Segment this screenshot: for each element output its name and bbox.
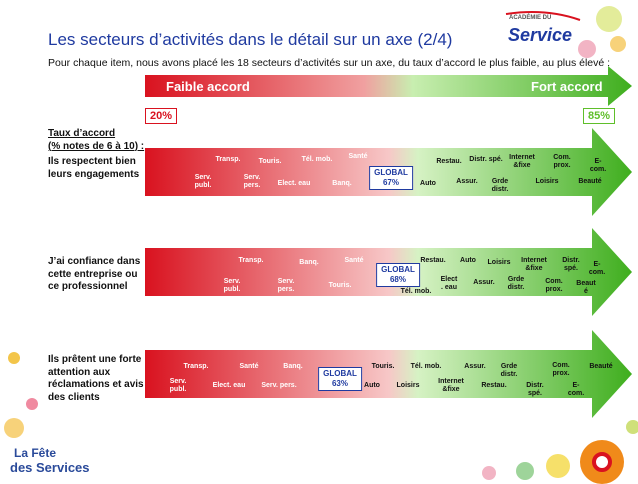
sector-label: Assur. <box>456 178 478 185</box>
sector-label: Beauté <box>589 363 613 370</box>
sector-label: Internet &fixe <box>521 257 547 272</box>
sector-label: Banq. <box>299 259 319 266</box>
row-3-global: GLOBAL 63% <box>318 367 362 391</box>
row-3-arrow <box>145 330 632 418</box>
sector-label: Com. prox. <box>545 278 563 293</box>
sector-label: Transp. <box>215 156 241 163</box>
row-2-global: GLOBAL 68% <box>376 263 420 287</box>
sector-label: Auto <box>364 382 380 389</box>
sector-label: Grde distr. <box>491 178 509 193</box>
sector-label: Distr. spé. <box>526 382 544 397</box>
decor-dot <box>626 420 638 434</box>
sector-label: Loisirs <box>396 382 420 389</box>
decor-dot <box>546 454 570 478</box>
sector-label: Com. prox. <box>553 154 571 169</box>
sector-label: Elect. eau <box>277 180 311 187</box>
sector-label: Serv. pers. <box>243 174 261 189</box>
decor-dot <box>8 352 20 364</box>
sector-label: Beaut é <box>576 280 596 295</box>
min-percent: 20% <box>145 108 178 124</box>
page-subtitle: Pour chaque item, nous avons placé les 1… <box>48 57 611 69</box>
sector-label: Assur. <box>464 363 486 370</box>
sector-label: Touris. <box>258 158 282 165</box>
logo-big-text: Service <box>508 25 573 45</box>
sector-label: Touris. <box>371 363 395 370</box>
max-percent: 85% <box>583 108 616 124</box>
sector-label: Grde distr. <box>507 276 525 291</box>
sector-label: Tél. mob. <box>301 156 333 163</box>
sector-label: Santé <box>344 257 364 264</box>
page-title: Les secteurs d’activités dans le détail … <box>48 30 453 49</box>
row-3-label: Ils prêtent une forte attention aux récl… <box>48 354 144 403</box>
row-1-global: GLOBAL 67% <box>369 166 413 190</box>
row-1-label: Ils respectent bien leurs engagements <box>48 156 140 180</box>
sector-label: Banq. <box>332 180 352 187</box>
sector-label: Transp. <box>238 257 264 264</box>
sector-label: Elect . eau <box>440 276 458 291</box>
sector-label: Loisirs <box>487 259 511 266</box>
fete-logo-line1: La Fête <box>14 446 57 460</box>
sector-label: Distr. spé. <box>469 156 503 163</box>
sector-label: Serv. pers. <box>261 382 297 389</box>
sector-label: Santé <box>348 153 368 160</box>
sector-label: E- com. <box>589 158 607 173</box>
header-arrow <box>145 66 632 106</box>
sector-label: Loisirs <box>535 178 559 185</box>
row-2-label: J’ai confiance dans cette entreprise ou … <box>48 256 141 292</box>
sector-label: Serv. publ. <box>223 278 241 293</box>
sector-label: Internet &fixe <box>438 378 464 393</box>
sector-label: Transp. <box>183 363 209 370</box>
academie-logo <box>496 10 588 48</box>
sector-label: Restau. <box>481 382 507 389</box>
sector-label: Restau. <box>420 257 446 264</box>
sector-label: Restau. <box>436 158 462 165</box>
decor-dot <box>26 398 38 410</box>
sector-label: Elect. eau <box>212 382 246 389</box>
fete-logo-line2: des Services <box>10 460 90 475</box>
decor-dot <box>482 466 496 480</box>
axis-label: Taux d’accord (% notes de 6 à 10) : <box>48 128 145 152</box>
decor-dot <box>4 418 24 438</box>
sector-label: Tél. mob. <box>400 288 432 295</box>
sector-label: Auto <box>460 257 476 264</box>
decor-dot <box>592 452 612 472</box>
sector-label: Tél. mob. <box>410 363 442 370</box>
sector-label: Auto <box>420 180 436 187</box>
decor-dot <box>596 6 622 32</box>
sector-label: Touris. <box>328 282 352 289</box>
decor-dot <box>610 36 626 52</box>
sector-label: Internet &fixe <box>509 154 535 169</box>
weak-agreement-label: Faible accord <box>166 79 250 94</box>
sector-label: Serv. publ. <box>194 174 212 189</box>
logo-small-text: ACADÉMIE DU <box>509 15 552 21</box>
sector-label: E- com. <box>588 261 606 276</box>
sector-label: Com. prox. <box>552 362 570 377</box>
strong-agreement-label: Fort accord <box>531 79 603 94</box>
sector-label: Banq. <box>283 363 303 370</box>
sector-label: Assur. <box>473 279 495 286</box>
decor-dot <box>578 40 596 58</box>
sector-label: Serv. pers. <box>277 278 295 293</box>
sector-label: Santé <box>239 363 259 370</box>
sector-label: Beauté <box>578 178 602 185</box>
sector-label: E- com. <box>567 382 585 397</box>
decor-dot <box>516 462 534 480</box>
sector-label: Serv. publ. <box>169 378 187 393</box>
sector-label: Distr. spé. <box>562 257 580 272</box>
sector-label: Grde distr. <box>500 363 518 378</box>
